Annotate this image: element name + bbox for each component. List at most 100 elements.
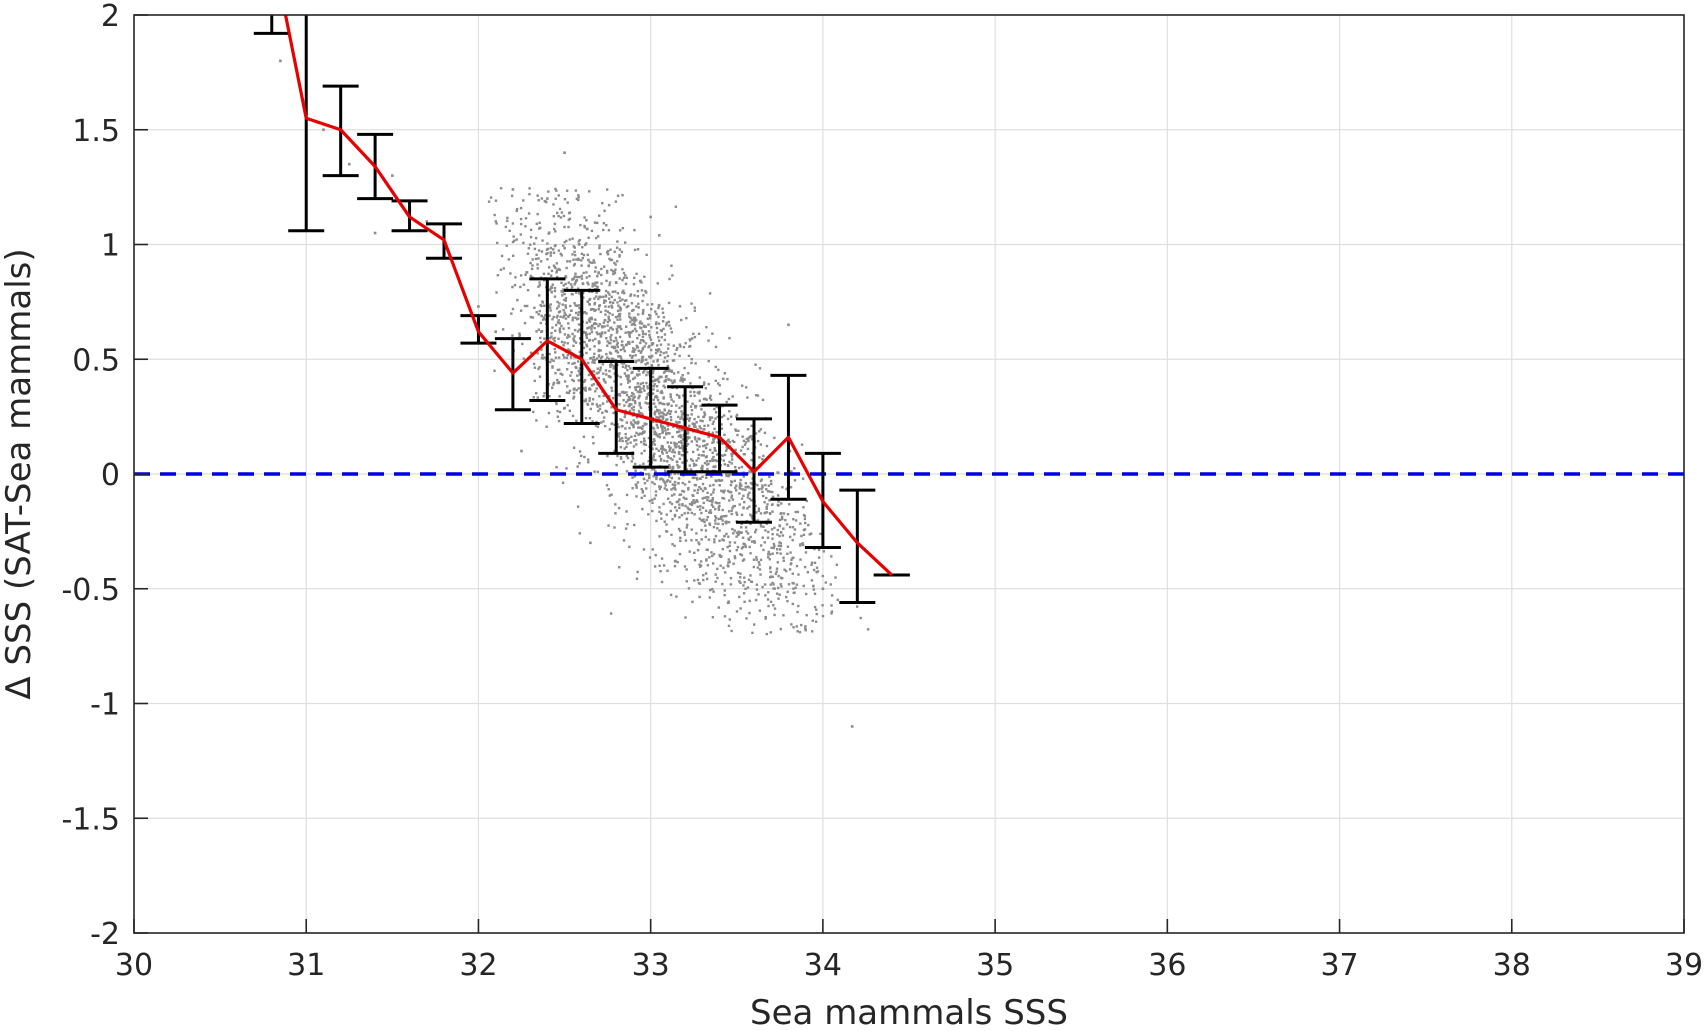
- scatter-point: [702, 578, 705, 582]
- scatter-point: [564, 317, 568, 320]
- scatter-point: [673, 443, 677, 447]
- scatter-point: [610, 268, 613, 272]
- scatter-point: [717, 478, 721, 482]
- scatter-point: [774, 572, 778, 576]
- scatter-point: [738, 503, 741, 506]
- scatter-point: [673, 480, 677, 484]
- scatter-point: [565, 266, 568, 270]
- scatter-point: [649, 314, 652, 317]
- scatter-point: [788, 503, 791, 506]
- scatter-point: [749, 435, 753, 438]
- scatter-point: [712, 440, 715, 444]
- scatter-point: [582, 253, 586, 257]
- scatter-point: [613, 261, 616, 265]
- scatter-point: [776, 548, 779, 551]
- scatter-point: [701, 475, 704, 478]
- scatter-point: [624, 366, 627, 369]
- scatter-point: [522, 241, 525, 245]
- scatter-point: [662, 397, 665, 400]
- scatter-point: [558, 322, 561, 325]
- scatter-point: [592, 383, 596, 386]
- scatter-point: [531, 264, 534, 267]
- scatter-point: [814, 620, 818, 623]
- scatter-point: [712, 455, 715, 459]
- scatter-point: [686, 435, 690, 439]
- scatter-point: [794, 586, 797, 589]
- scatter-point: [493, 369, 496, 372]
- scatter-point: [622, 346, 625, 349]
- scatter-point: [734, 489, 738, 492]
- scatter-point: [588, 417, 592, 420]
- scatter-point: [528, 243, 532, 246]
- scatter-point: [668, 324, 671, 327]
- scatter-point: [557, 337, 560, 340]
- scatter-point: [549, 287, 552, 290]
- scatter-point: [694, 425, 697, 428]
- scatter-point: [810, 561, 814, 564]
- scatter-point: [775, 570, 778, 573]
- scatter-point: [743, 500, 746, 504]
- scatter-point: [750, 470, 753, 474]
- scatter-point: [594, 281, 597, 284]
- scatter-point: [656, 389, 659, 392]
- scatter-point: [693, 404, 697, 408]
- scatter-point: [698, 399, 702, 402]
- scatter-point: [632, 445, 636, 448]
- scatter-point: [681, 454, 685, 457]
- scatter-point: [702, 415, 706, 418]
- scatter-point: [666, 460, 669, 463]
- scatter-point: [593, 221, 597, 224]
- scatter-point: [673, 352, 677, 356]
- scatter-point: [717, 522, 720, 526]
- scatter-point: [625, 400, 628, 404]
- scatter-point: [633, 395, 636, 399]
- scatter-point: [723, 593, 726, 597]
- scatter-point: [767, 591, 770, 594]
- scatter-point: [759, 428, 763, 431]
- scatter-point: [642, 294, 645, 297]
- scatter-point: [713, 538, 716, 541]
- scatter-point: [651, 509, 654, 513]
- scatter-point: [635, 344, 638, 348]
- scatter-point: [768, 558, 771, 561]
- scatter-point: [743, 576, 746, 579]
- scatter-point: [699, 505, 702, 508]
- scatter-point: [574, 304, 577, 307]
- scatter-point: [771, 490, 774, 494]
- scatter-point: [610, 422, 614, 426]
- scatter-point: [746, 586, 750, 589]
- scatter-point: [598, 214, 601, 217]
- scatter-point: [649, 338, 653, 341]
- scatter-point: [668, 466, 671, 469]
- scatter-point: [733, 529, 736, 532]
- scatter-point: [758, 568, 762, 571]
- scatter-point: [651, 392, 655, 395]
- scatter-point: [655, 312, 658, 316]
- scatter-point: [680, 513, 684, 517]
- scatter-point: [778, 548, 782, 551]
- scatter-point: [537, 328, 541, 331]
- scatter-point: [668, 412, 672, 416]
- scatter-point: [761, 484, 764, 487]
- scatter-point: [689, 394, 692, 398]
- scatter-point: [730, 496, 733, 499]
- scatter-point: [780, 515, 784, 519]
- scatter-point: [765, 496, 768, 500]
- scatter-point: [553, 222, 557, 226]
- scatter-point: [710, 416, 714, 419]
- scatter-point: [515, 238, 518, 241]
- scatter-point: [708, 459, 712, 463]
- scatter-point: [587, 264, 590, 267]
- scatter-point: [571, 278, 574, 281]
- scatter-point: [576, 505, 580, 508]
- scatter-point: [641, 335, 645, 339]
- scatter-point: [613, 271, 616, 275]
- scatter-point: [632, 316, 635, 319]
- x-tick-label: 35: [976, 948, 1014, 983]
- scatter-point: [705, 463, 709, 466]
- scatter-point: [797, 604, 800, 608]
- scatter-point: [729, 583, 733, 586]
- scatter-point: [575, 388, 578, 392]
- scatter-point: [834, 576, 837, 579]
- scatter-point: [681, 504, 684, 507]
